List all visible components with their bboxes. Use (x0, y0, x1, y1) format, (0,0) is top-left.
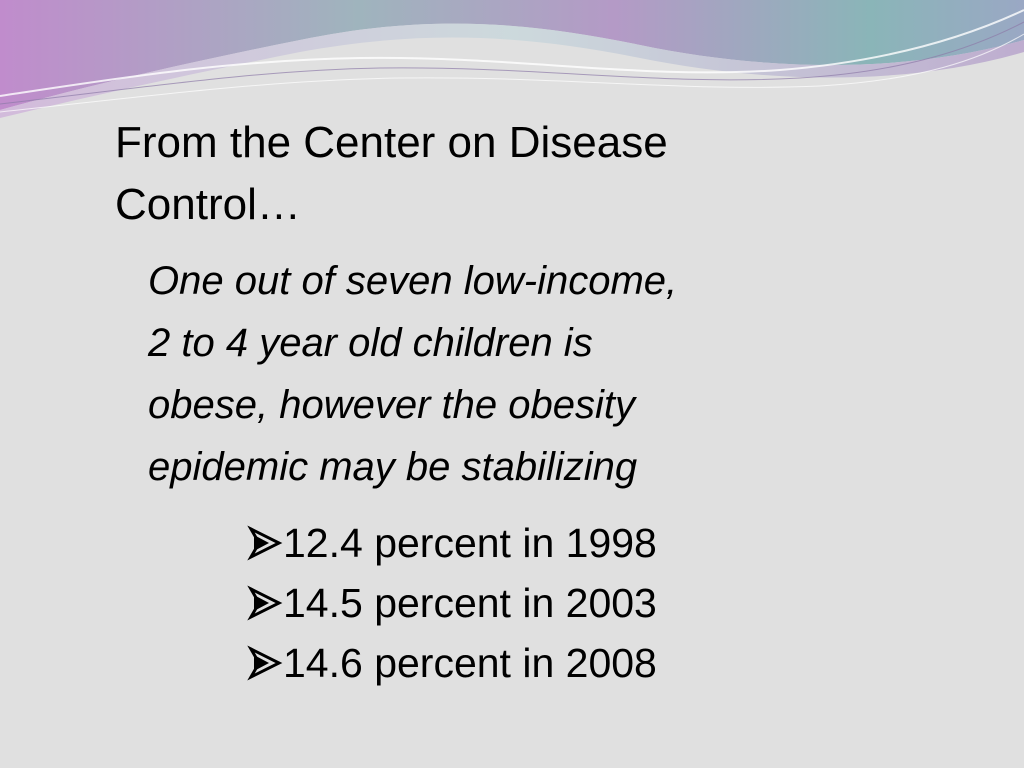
quote-line: 2 to 4 year old children is (148, 321, 593, 365)
stat-text: 12.4 percent in 1998 (283, 520, 657, 566)
stat-item-1998: 12.4 percent in 1998 (245, 513, 845, 573)
arrow-bullet-icon (245, 513, 283, 573)
obesity-stats-list: 12.4 percent in 1998 14.5 percent in 200… (245, 513, 845, 693)
stat-item-2008: 14.6 percent in 2008 (245, 633, 845, 693)
heading-line-1: From the Center on Disease (115, 118, 668, 167)
stat-item-2003: 14.5 percent in 2003 (245, 573, 845, 633)
slide-heading: From the Center on Disease Control… (115, 112, 835, 236)
stat-text: 14.5 percent in 2003 (283, 580, 657, 626)
quote-line: epidemic may be stabilizing (148, 445, 638, 489)
cdc-quote: One out of seven low-income, 2 to 4 year… (148, 250, 868, 498)
arrow-bullet-icon (245, 573, 283, 633)
decorative-wave-header (0, 0, 1024, 119)
arrow-bullet-icon (245, 633, 283, 693)
quote-line: One out of seven low-income, (148, 259, 678, 303)
stat-text: 14.6 percent in 2008 (283, 640, 657, 686)
heading-line-2: Control… (115, 180, 301, 229)
quote-line: obese, however the obesity (148, 383, 635, 427)
